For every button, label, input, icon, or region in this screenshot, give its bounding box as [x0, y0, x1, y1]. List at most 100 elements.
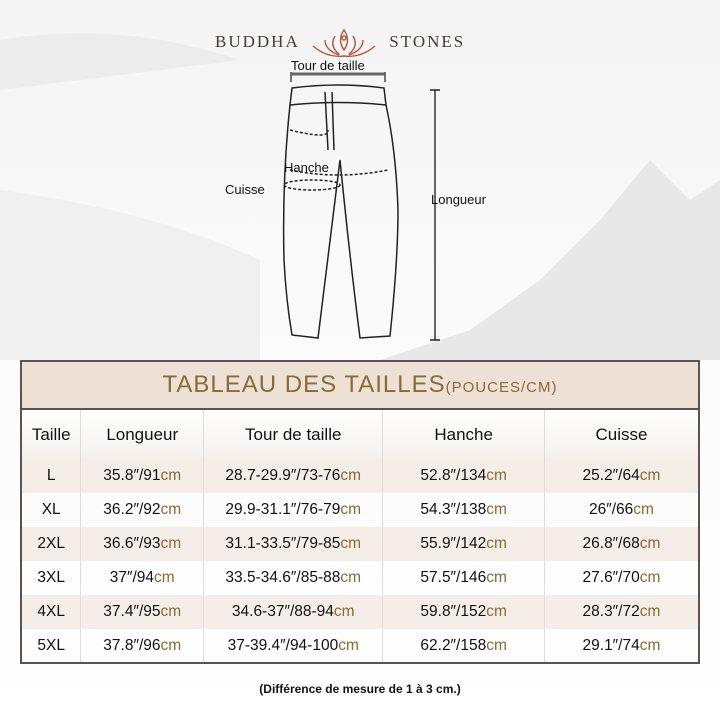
value: 26″/66	[588, 501, 634, 518]
unit: cm	[340, 535, 362, 552]
value: 25.2″/64	[582, 467, 640, 484]
measure-cell: 57.5″/146cm	[382, 561, 545, 595]
unit: cm	[486, 467, 507, 484]
measure-cell: 28.3″/72cm	[543, 595, 699, 629]
unit: cm	[486, 636, 507, 654]
measure-cell: 35.8″/91cm	[80, 459, 204, 493]
measure-cell: 37.4″/95cm	[80, 595, 204, 629]
value: 54.3″/138	[420, 501, 487, 518]
unit: cm	[160, 467, 182, 484]
value: 35.8″/91	[103, 467, 161, 484]
unit: cm	[333, 603, 355, 620]
unit: cm	[160, 603, 182, 620]
header-cell: Hanche	[382, 409, 545, 459]
brand-left: BUDDHA	[215, 31, 299, 51]
lotus-icon	[312, 28, 376, 57]
table-header: Taille Longueur Tour de taille Hanche Cu…	[20, 409, 699, 459]
title-unit: (POUCES/CM)	[445, 379, 558, 396]
value: 37″/94	[109, 569, 155, 586]
unit: cm	[639, 467, 661, 484]
measure-cell: 37″/94cm	[80, 561, 204, 595]
header-cell: Taille	[20, 409, 81, 459]
size-cell: 3XL	[20, 561, 81, 595]
table-row: 2XL 36.6″/93cm 31.1-33.5″/79-85cm 55.9″/142…	[20, 527, 699, 561]
unit: cm	[486, 501, 507, 518]
brand-logo: BUDDHA STONES	[215, 28, 465, 58]
table-row: XL 36.2″/92cm 29.9-31.1″/76-79cm 54.3″/138c…	[20, 493, 699, 527]
label-waist: Tour de taille	[291, 58, 365, 73]
value: 28.7-29.9″/73-76	[225, 467, 341, 484]
unit: cm	[486, 535, 507, 552]
unit: cm	[338, 636, 359, 654]
value: 55.9″/142	[420, 535, 487, 552]
value: 37-39.4″/94-100	[227, 636, 339, 654]
value: 36.6″/93	[103, 535, 161, 552]
measure-cell: 29.1″/74cm	[543, 629, 699, 663]
value: 31.1-33.5″/79-85	[225, 535, 341, 552]
unit: cm	[154, 569, 175, 586]
measure-cell: 59.8″/152cm	[382, 595, 545, 629]
unit: cm	[340, 569, 362, 586]
mountain-background	[0, 33, 720, 360]
size-cell: XL	[20, 493, 81, 527]
value: 33.5-34.6″/85-88	[225, 569, 341, 586]
measure-cell: 26″/66cm	[543, 493, 699, 527]
unit: cm	[160, 501, 182, 518]
measurement-note: (Différence de mesure de 1 à 3 cm.)	[259, 682, 461, 696]
pants-diagram	[282, 72, 440, 341]
measure-cell: 37-39.4″/94-100cm	[203, 629, 383, 663]
measure-cell: 25.2″/64cm	[543, 459, 699, 493]
unit: cm	[340, 501, 362, 518]
measure-cell: 31.1-33.5″/79-85cm	[203, 527, 383, 561]
measure-cell: 29.9-31.1″/76-79cm	[203, 493, 383, 527]
label-thigh: Cuisse	[225, 182, 265, 197]
unit: cm	[639, 569, 661, 586]
measure-cell: 37.8″/96cm	[80, 629, 204, 663]
value: 37.8″/96	[103, 636, 161, 654]
unit: cm	[486, 569, 507, 586]
value: 29.1″/74	[582, 636, 640, 654]
header-cell: Cuisse	[543, 409, 699, 459]
measure-cell: 33.5-34.6″/85-88cm	[203, 561, 383, 595]
measure-cell: 36.6″/93cm	[80, 527, 204, 561]
value: 52.8″/134	[420, 467, 487, 484]
table-row: 3XL 37″/94cm 33.5-34.6″/85-88cm 57.5″/146cm…	[20, 561, 699, 595]
title-text: TABLEAU DES TAILLES	[162, 371, 446, 398]
label-length: Longueur	[431, 192, 486, 207]
size-cell: 4XL	[20, 595, 81, 629]
header-cell: Longueur	[80, 409, 204, 459]
unit: cm	[639, 603, 661, 620]
value: 36.2″/92	[103, 501, 161, 518]
value: 27.6″/70	[582, 569, 640, 586]
measure-cell: 27.6″/70cm	[543, 561, 699, 595]
measure-cell: 54.3″/138cm	[382, 493, 545, 527]
unit: cm	[639, 636, 661, 654]
value: 26.8″/68	[582, 535, 640, 552]
measure-cell: 34.6-37″/88-94cm	[203, 595, 383, 629]
unit: cm	[160, 535, 182, 552]
table-title: TABLEAU DES TAILLES(POUCES/CM)	[20, 361, 699, 410]
unit: cm	[639, 535, 661, 552]
size-cell: 2XL	[20, 527, 81, 561]
measure-cell: 36.2″/92cm	[80, 493, 204, 527]
table-row: 4XL 37.4″/95cm 34.6-37″/88-94cm 59.8″/152cm…	[20, 595, 699, 629]
unit: cm	[486, 603, 507, 620]
unit: cm	[633, 501, 654, 518]
measure-cell: 28.7-29.9″/73-76cm	[203, 459, 383, 493]
measure-cell: 55.9″/142cm	[382, 527, 545, 561]
brand-right: STONES	[389, 31, 466, 51]
value: 29.9-31.1″/76-79	[225, 501, 341, 518]
measure-cell: 26.8″/68cm	[543, 527, 699, 561]
value: 59.8″/152	[420, 603, 487, 620]
value: 28.3″/72	[582, 603, 640, 620]
value: 62.2″/158	[420, 636, 487, 654]
unit: cm	[160, 636, 182, 654]
measure-cell: 62.2″/158cm	[382, 629, 545, 663]
label-hip: Hanche	[284, 160, 329, 175]
value: 34.6-37″/88-94	[231, 603, 334, 620]
header-cell: Tour de taille	[203, 409, 383, 459]
size-table: TABLEAU DES TAILLES(POUCES/CM) Taille Lo…	[20, 360, 700, 664]
value: 37.4″/95	[103, 603, 161, 620]
table-row: L 35.8″/91cm 28.7-29.9″/73-76cm 52.8″/134cm…	[20, 459, 699, 493]
table-row: 5XL 37.8″/96cm 37-39.4″/94-100cm 62.2″/158c…	[20, 629, 699, 663]
